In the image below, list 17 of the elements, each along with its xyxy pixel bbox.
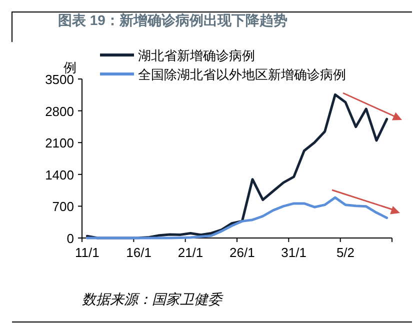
- x-tick-label: 11/1: [74, 245, 100, 260]
- y-axis-title: 例: [64, 60, 76, 75]
- y-tick-label: 0: [66, 231, 74, 246]
- y-tick-label: 700: [52, 199, 74, 214]
- y-tick-label: 2800: [45, 104, 74, 119]
- x-tick-label: 5/2: [336, 245, 355, 260]
- x-tick-label: 26/1: [230, 245, 255, 260]
- source-note: 数据来源：国家卫健委: [82, 291, 224, 307]
- line-series: [86, 196, 388, 240]
- legend-label: 全国除湖北省以外地区新增确诊病例: [138, 67, 346, 82]
- x-tick-label: 16/1: [126, 245, 152, 260]
- y-tick-label: 2100: [45, 136, 74, 151]
- y-tick-label: 1400: [45, 167, 74, 182]
- legend-label: 湖北省新增确诊病例: [138, 48, 255, 63]
- chart-title: 图表 19：新增确诊病例出现下降趋势: [58, 12, 288, 28]
- x-tick-label: 31/1: [281, 245, 306, 260]
- x-tick-label: 21/1: [178, 245, 204, 260]
